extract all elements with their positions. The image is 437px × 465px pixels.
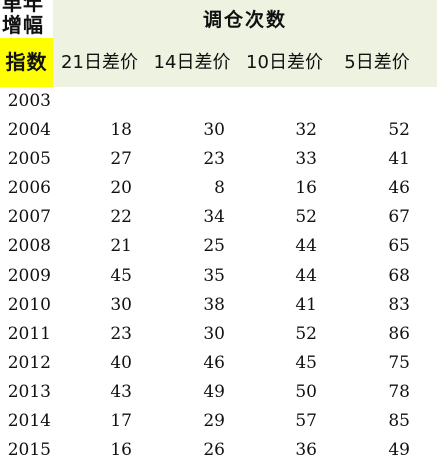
table-row: 2011 23 30 52 86 [0,320,437,349]
value-cell-d14[interactable]: 49 [203,381,225,402]
value-cell-d10[interactable] [238,87,317,116]
value-cell-d21[interactable]: 20 [110,178,132,199]
value-cell-d21[interactable] [53,87,132,116]
table-row: 2014 17 29 57 85 [0,407,437,436]
year-cell[interactable]: 2014 [7,411,51,432]
table-body: 2003 2004 18 30 32 52 2005 27 23 33 41 2006 20 8 16 46 2… [0,87,437,465]
value-cell-d10[interactable]: 16 [295,178,317,199]
value-cell-d5[interactable]: 49 [388,440,410,461]
value-cell-d10[interactable]: 44 [295,236,317,257]
table-row: 2008 21 25 44 65 [0,232,437,261]
value-cell-d10[interactable]: 33 [295,149,317,170]
value-cell-d14[interactable]: 46 [203,352,225,373]
value-cell-d10[interactable]: 50 [295,381,317,402]
year-cell[interactable]: 2008 [7,236,51,257]
year-cell[interactable]: 2013 [7,381,51,402]
value-cell-d21[interactable]: 40 [110,352,132,373]
value-cell-d5[interactable]: 52 [388,120,410,141]
value-cell-d21[interactable]: 23 [110,323,132,344]
column-header-14d[interactable]: 14日差价 [153,52,231,73]
column-header-5d[interactable]: 5日差价 [344,52,410,73]
value-cell-d10[interactable]: 45 [295,352,317,373]
index-header-cell[interactable]: 指数 [0,38,53,87]
group-title-cell[interactable]: 调仓次数 [202,9,287,31]
value-cell-d14[interactable]: 25 [203,236,225,257]
column-header-10d[interactable]: 10日差价 [246,52,323,73]
corner-header-line2: 增幅 [2,13,44,37]
table-row: 2004 18 30 32 52 [0,116,437,145]
value-cell-d14[interactable]: 38 [203,294,225,315]
value-cell-d10[interactable]: 32 [295,120,317,141]
header-band [0,0,437,87]
value-cell-d14[interactable]: 34 [203,207,225,228]
corner-header-cell[interactable]: 单年 增幅 [0,0,53,38]
year-cell[interactable]: 2007 [7,207,51,228]
year-cell[interactable]: 2015 [7,440,51,461]
value-cell-d5[interactable]: 68 [388,265,410,286]
value-cell-d21[interactable]: 22 [110,207,132,228]
table-row: 2005 27 23 33 41 [0,145,437,174]
value-cell-d14[interactable]: 26 [203,440,225,461]
value-cell-d5[interactable]: 41 [388,149,410,170]
value-cell-d21[interactable]: 43 [110,381,132,402]
year-cell[interactable]: 2004 [7,120,51,141]
year-cell[interactable]: 2011 [7,323,51,344]
table-row: 2006 20 8 16 46 [0,174,437,203]
value-cell-d5[interactable]: 46 [388,178,410,199]
table-row: 2010 30 38 41 83 [0,291,437,320]
value-cell-d21[interactable]: 18 [110,120,132,141]
value-cell-d10[interactable]: 36 [295,440,317,461]
value-cell-d14[interactable]: 23 [203,149,225,170]
table-row: 2015 16 26 36 49 [0,436,437,465]
column-header-21d[interactable]: 21日差价 [61,52,138,73]
value-cell-d10[interactable]: 44 [295,265,317,286]
table-row: 2007 22 34 52 67 [0,203,437,232]
value-cell-d10[interactable]: 41 [295,294,317,315]
value-cell-d5[interactable]: 75 [388,352,410,373]
value-cell-d14[interactable]: 30 [203,120,225,141]
year-cell[interactable]: 2012 [7,352,51,373]
value-cell-d21[interactable]: 17 [110,411,132,432]
value-cell-d14[interactable]: 35 [203,265,225,286]
value-cell-d14[interactable]: 8 [214,178,225,199]
table-row: 2009 45 35 44 68 [0,262,437,291]
year-cell[interactable]: 2005 [7,149,51,170]
year-cell[interactable]: 2009 [7,265,51,286]
corner-header-line1: 单年 [2,0,44,15]
value-cell-d10[interactable]: 52 [295,207,317,228]
value-cell-d14[interactable]: 30 [203,323,225,344]
year-cell[interactable]: 2003 [7,91,51,111]
table-row: 2012 40 46 45 75 [0,349,437,378]
value-cell-d10[interactable]: 57 [295,411,317,432]
value-cell-d21[interactable]: 27 [110,149,132,170]
value-cell-d5[interactable]: 85 [388,411,410,432]
value-cell-d14[interactable]: 29 [203,411,225,432]
value-cell-d5[interactable]: 65 [388,236,410,257]
value-cell-d21[interactable]: 21 [110,236,132,257]
table-row: 2003 [0,87,437,116]
value-cell-d10[interactable]: 52 [295,323,317,344]
value-cell-d5[interactable]: 78 [388,381,410,402]
value-cell-d5[interactable]: 83 [388,294,410,315]
value-cell-d21[interactable]: 30 [110,294,132,315]
table-row: 2013 43 49 50 78 [0,378,437,407]
value-cell-d21[interactable]: 16 [110,440,132,461]
value-cell-d14[interactable] [146,87,225,116]
value-cell-d5[interactable] [331,87,410,116]
value-cell-d5[interactable]: 86 [388,323,410,344]
year-cell[interactable]: 2010 [7,294,51,315]
value-cell-d21[interactable]: 45 [110,265,132,286]
year-cell[interactable]: 2006 [7,178,51,199]
value-cell-d5[interactable]: 67 [388,207,410,228]
